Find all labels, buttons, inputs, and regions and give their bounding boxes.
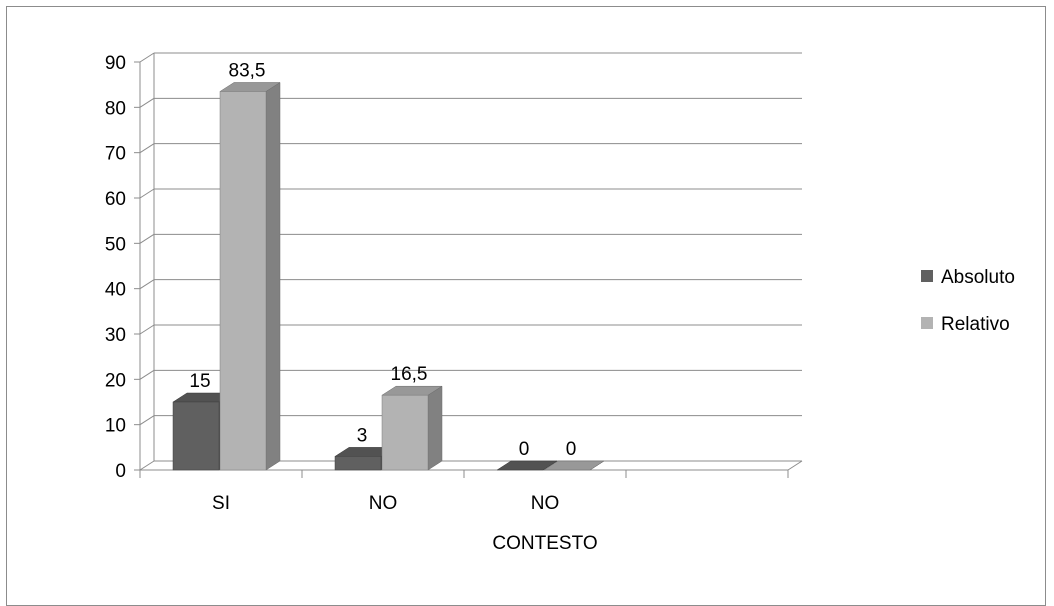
data-label: 0 <box>519 439 530 460</box>
data-label: 83,5 <box>229 60 266 81</box>
y-tick-label: 40 <box>105 280 126 301</box>
data-label: 16,5 <box>391 364 428 385</box>
gridline-side <box>139 233 155 244</box>
bar <box>172 401 220 471</box>
y-tick-label: 60 <box>105 189 126 210</box>
y-tick-label: 20 <box>105 370 126 391</box>
floor-right-edge <box>787 460 803 471</box>
y-tick-label: 80 <box>105 98 126 119</box>
y-tick-label: 30 <box>105 325 126 346</box>
legend-swatch <box>921 270 933 282</box>
gridline-side <box>139 52 155 63</box>
data-label: 0 <box>566 439 577 460</box>
y-tick-label: 70 <box>105 144 126 165</box>
gridline-side <box>139 188 155 199</box>
y-tick-label: 90 <box>105 53 126 74</box>
bar-side <box>265 82 281 471</box>
gridline-side <box>139 97 155 108</box>
legend-label: Relativo <box>941 314 1010 335</box>
data-label: 3 <box>357 425 368 446</box>
x-tick-label: CONTESTO <box>492 533 597 554</box>
bar-top <box>543 460 605 471</box>
gridline-side <box>139 369 155 380</box>
gridline-side <box>139 143 155 154</box>
bar <box>334 456 382 471</box>
y-tick-label: 0 <box>115 461 126 482</box>
bar <box>381 394 429 471</box>
chart-frame <box>6 6 1046 606</box>
gridline-side <box>139 279 155 290</box>
y-tick-label: 10 <box>105 416 126 437</box>
legend-swatch <box>921 317 933 329</box>
gridline-side <box>139 324 155 335</box>
x-tick-label: NO <box>369 493 398 514</box>
x-tick-label: NO <box>531 493 560 514</box>
data-label: 15 <box>189 371 210 392</box>
bar-top <box>496 460 558 471</box>
gridline-side <box>139 415 155 426</box>
y-tick-label: 50 <box>105 234 126 255</box>
bar <box>219 91 267 471</box>
x-tick-label: SI <box>212 493 230 514</box>
gridline-side <box>139 460 155 471</box>
legend-label: Absoluto <box>941 267 1015 288</box>
bar-side <box>427 385 443 471</box>
